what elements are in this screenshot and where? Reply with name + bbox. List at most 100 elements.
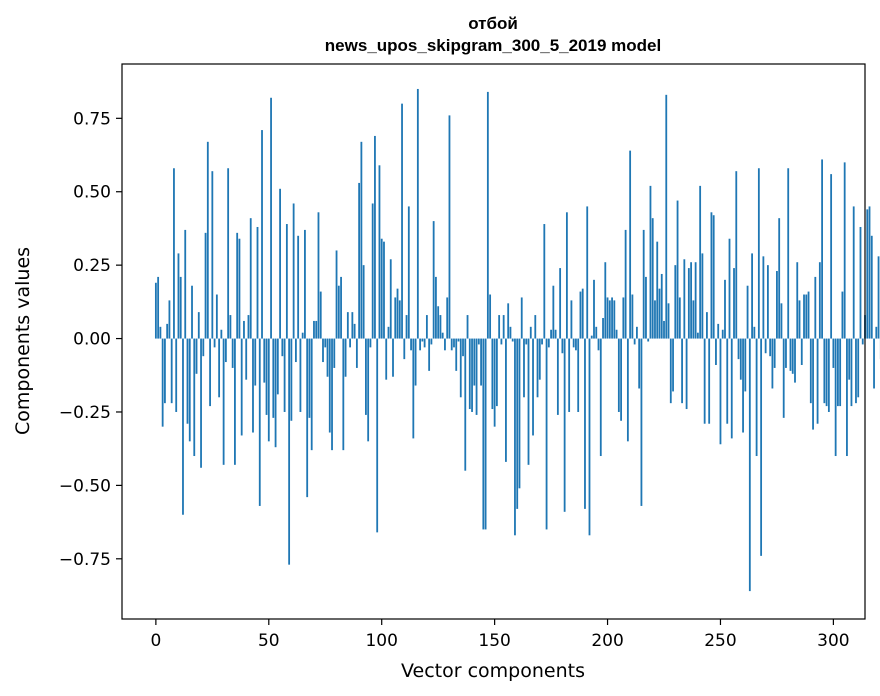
bar-component-229: [672, 338, 674, 392]
bar-component-147: [486, 91, 489, 339]
bar-component-68: [308, 338, 311, 418]
bar-component-211: [631, 294, 634, 339]
bar-component-269: [762, 256, 765, 339]
bar-component-319: [875, 326, 878, 339]
bar-component-207: [622, 297, 625, 339]
bar-component-243: [703, 338, 706, 424]
bar-component-110: [403, 338, 406, 360]
bar-component-143: [477, 338, 480, 345]
bar-component-168: [534, 315, 537, 339]
bar-component-177: [554, 329, 557, 339]
bar-component-61: [292, 203, 295, 339]
bar-component-9: [175, 338, 178, 412]
bar-component-130: [448, 115, 451, 339]
bar-component-141: [473, 338, 476, 386]
bar-component-19: [197, 312, 200, 339]
bar-component-262: [746, 285, 749, 339]
bar-component-43: [252, 338, 254, 433]
chart-title-line-2: news_upos_skipgram_300_5_2019 model: [325, 36, 661, 55]
bar-component-275: [776, 271, 778, 339]
bar-component-198: [602, 318, 604, 339]
bar-component-182: [565, 212, 568, 339]
x-axis-label: Vector components: [401, 660, 585, 682]
bar-component-73: [319, 291, 322, 339]
bar-component-272: [769, 338, 772, 357]
bar-component-71: [315, 320, 318, 339]
bar-component-254: [728, 238, 731, 339]
bar-component-39: [243, 320, 245, 339]
bar-component-65: [301, 332, 304, 339]
y-tick-label: −0.25: [59, 403, 111, 423]
bar-component-246: [710, 212, 713, 339]
bar-component-6: [168, 300, 171, 339]
bar-component-311: [857, 338, 860, 398]
bar-component-175: [550, 329, 552, 339]
bar-component-212: [633, 338, 636, 345]
bar-component-288: [805, 294, 808, 339]
bar-component-87: [351, 312, 354, 339]
bar-component-15: [188, 338, 191, 442]
bar-component-111: [405, 315, 408, 339]
bar-component-23: [206, 141, 209, 339]
bar-component-47: [261, 130, 263, 339]
bar-component-120: [425, 315, 428, 339]
bar-component-197: [599, 338, 602, 457]
bar-component-290: [809, 338, 812, 404]
bar-component-60: [290, 338, 293, 421]
bar-component-114: [412, 338, 415, 439]
bar-component-252: [724, 279, 726, 339]
bar-component-320: [877, 256, 880, 339]
bar-component-194: [593, 279, 595, 339]
bar-component-7: [170, 338, 173, 404]
bar-component-196: [597, 338, 600, 351]
bar-component-49: [265, 338, 268, 415]
bar-component-126: [439, 315, 442, 339]
bar-component-74: [322, 338, 324, 363]
bar-component-152: [498, 315, 501, 339]
bar-component-191: [586, 206, 589, 339]
bar-component-282: [791, 338, 794, 374]
bar-component-219: [649, 185, 652, 339]
bar-component-289: [807, 291, 810, 339]
bar-component-21: [202, 338, 205, 357]
bar-component-161: [518, 338, 521, 489]
bar-component-92: [362, 265, 365, 339]
bar-component-304: [841, 291, 844, 339]
bar-component-50: [267, 338, 270, 442]
bar-component-199: [604, 262, 607, 339]
bar-component-98: [376, 338, 379, 533]
bar-component-294: [818, 262, 821, 339]
bar-component-287: [803, 294, 805, 339]
bar-component-185: [572, 338, 575, 348]
y-tick-label: 0.25: [73, 256, 111, 276]
bar-component-136: [462, 338, 464, 357]
bar-component-234: [683, 259, 686, 339]
bar-component-8: [173, 168, 175, 339]
bar-component-301: [834, 338, 837, 457]
x-tick-label: 50: [258, 631, 280, 651]
bar-component-129: [446, 297, 449, 339]
bar-component-303: [839, 338, 842, 407]
bar-component-128: [444, 338, 446, 351]
y-tick-label: −0.75: [59, 550, 111, 570]
bar-component-83: [342, 338, 345, 451]
bar-component-140: [471, 338, 473, 412]
chart-title-line-1: отбой: [468, 14, 518, 33]
bar-component-85: [346, 312, 349, 339]
bar-component-134: [457, 338, 460, 342]
bar-component-29: [220, 329, 223, 339]
bar-component-104: [389, 259, 392, 339]
bar-component-91: [360, 141, 363, 339]
bar-component-75: [324, 338, 327, 348]
bar-component-263: [748, 338, 751, 592]
bar-component-241: [699, 185, 702, 339]
bar-component-36: [236, 232, 239, 339]
bar-component-216: [642, 229, 645, 339]
bar-component-72: [317, 212, 320, 339]
bar-component-163: [523, 338, 525, 398]
bar-component-281: [789, 338, 792, 371]
bar-component-18: [195, 338, 198, 374]
bar-component-96: [371, 203, 374, 339]
